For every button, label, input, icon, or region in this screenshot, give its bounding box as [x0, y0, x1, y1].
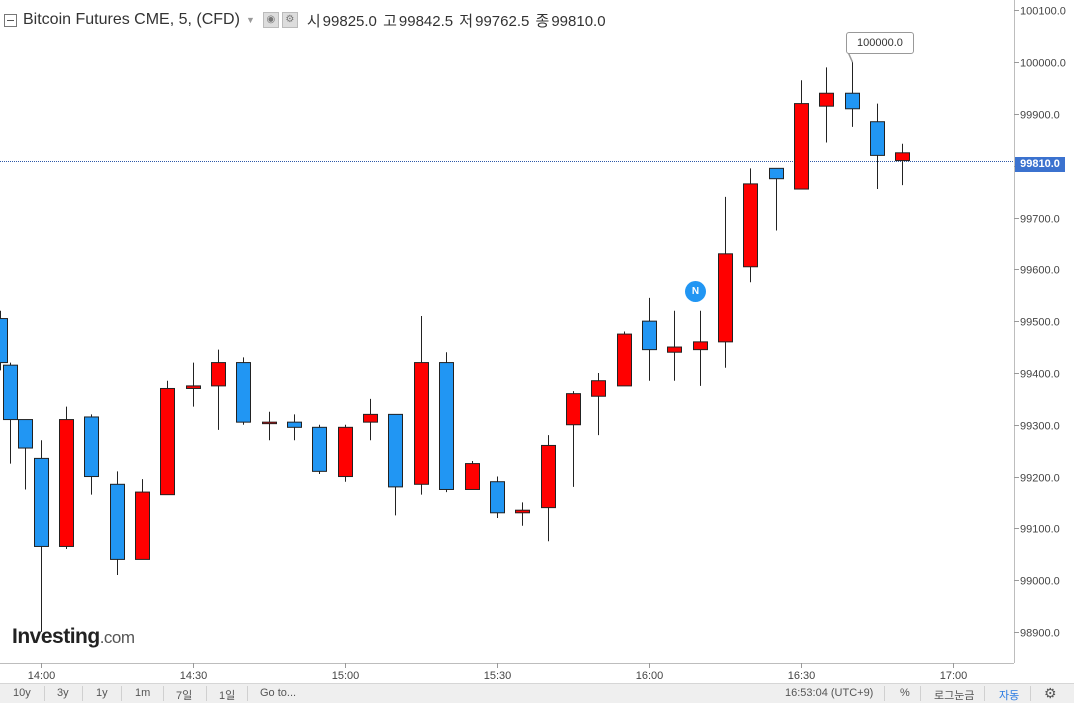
- y-tick-label: 99100.0: [1020, 524, 1060, 536]
- candle-body: [18, 419, 33, 449]
- range-1m-button[interactable]: 1m: [135, 687, 151, 699]
- candle-body: [794, 103, 809, 190]
- candle-body: [845, 92, 860, 110]
- candle-body: [743, 183, 758, 268]
- bottom-toolbar: 10y 3y 1y 1m 7일 1일 Go to... 16:53:04 (UT…: [0, 683, 1074, 703]
- auto-scale-toggle[interactable]: 자동: [999, 690, 1020, 702]
- range-3y-button[interactable]: 3y: [57, 687, 69, 699]
- candle-body: [642, 320, 657, 351]
- x-tick-label: 17:00: [940, 670, 968, 682]
- y-tick-label: 99500.0: [1020, 317, 1060, 329]
- candle-body: [515, 509, 530, 514]
- low-label: 저: [459, 12, 474, 30]
- candle-body: [566, 393, 581, 426]
- candle-body: [3, 364, 18, 421]
- y-tick-label: 99200.0: [1020, 473, 1060, 485]
- candle-body: [84, 416, 99, 478]
- range-1y-button[interactable]: 1y: [96, 687, 108, 699]
- close-label: 종: [535, 12, 550, 30]
- candle-body: [693, 341, 708, 351]
- candle-body: [439, 362, 454, 490]
- x-tick-label: 14:30: [180, 670, 208, 682]
- log-scale-toggle[interactable]: 로그눈금: [934, 690, 975, 702]
- x-tick-label: 14:00: [28, 670, 56, 682]
- y-tick-label: 100000.0: [1020, 58, 1066, 70]
- visibility-icon[interactable]: ◉: [262, 12, 279, 28]
- settings-icon[interactable]: ⚙: [281, 12, 298, 28]
- close-value: 99810.0: [551, 12, 606, 30]
- candle-body: [870, 121, 885, 156]
- investing-logo: Investing.com: [12, 625, 135, 648]
- candle-body: [287, 421, 302, 428]
- y-tick-label: 98900.0: [1020, 628, 1060, 640]
- candle-body: [34, 457, 49, 547]
- x-tick-label: 16:00: [636, 670, 664, 682]
- high-label: 고: [383, 12, 397, 30]
- high-value: 99842.5: [398, 12, 454, 30]
- candle-body: [541, 444, 556, 509]
- gear-icon[interactable]: ⚙: [1044, 685, 1057, 701]
- y-tick-label: 99300.0: [1020, 421, 1060, 433]
- y-tick-label: 99400.0: [1020, 369, 1060, 381]
- range-1d-button[interactable]: 1일: [219, 690, 236, 702]
- x-tick-label: 15:30: [484, 670, 512, 682]
- collapse-icon[interactable]: [4, 13, 17, 27]
- candle-body: [338, 426, 353, 478]
- y-tick-label: 99900.0: [1020, 110, 1060, 122]
- y-tick-label: 100100.0: [1020, 6, 1066, 18]
- candle-body: [388, 413, 403, 488]
- news-badge-icon[interactable]: N: [685, 281, 706, 302]
- x-tick-label: 16:30: [788, 670, 816, 682]
- candle-body: [211, 362, 226, 387]
- symbol-title[interactable]: Bitcoin Futures CME, 5, (CFD): [23, 11, 240, 28]
- goto-button[interactable]: Go to...: [260, 687, 297, 699]
- x-tick-label: 15:00: [332, 670, 360, 682]
- candle-body: [363, 413, 378, 423]
- candle-body: [895, 152, 910, 162]
- candle-body: [186, 385, 201, 389]
- candle-body: [110, 483, 125, 560]
- current-price-label: 99810.0: [1015, 157, 1065, 172]
- low-value: 99762.5: [475, 12, 530, 30]
- candle-body: [236, 362, 251, 423]
- y-tick-label: 99000.0: [1020, 576, 1060, 588]
- candle-body: [490, 481, 505, 514]
- candle-body: [312, 426, 327, 472]
- candle-body: [617, 333, 632, 387]
- range-10y-button[interactable]: 10y: [13, 687, 31, 699]
- y-tick-label: 99600.0: [1020, 265, 1060, 277]
- price-callout: 100000.0: [846, 32, 914, 54]
- open-value: 99825.0: [322, 12, 377, 30]
- candle-body: [160, 387, 175, 496]
- candle-body: [262, 421, 277, 425]
- candle-body: [718, 253, 733, 343]
- candle-body: [769, 167, 784, 180]
- chart-header: Bitcoin Futures CME, 5, (CFD) ▼ ◉ ⚙ 시 998…: [4, 9, 608, 31]
- percent-toggle[interactable]: %: [900, 687, 910, 699]
- candle-body: [819, 92, 834, 107]
- clock-label: 16:53:04 (UTC+9): [785, 687, 874, 699]
- y-tick-label: 99700.0: [1020, 214, 1060, 226]
- candle-body: [414, 362, 429, 485]
- ohlc-readout: 시 99825.0 고 99842.5 저 99762.5 종 99810.0: [307, 10, 608, 31]
- range-7d-button[interactable]: 7일: [176, 690, 193, 702]
- candle-body: [465, 463, 480, 490]
- candle-body: [59, 419, 74, 547]
- open-label: 시: [306, 12, 321, 30]
- candle-body: [135, 491, 150, 560]
- candle-body: [0, 318, 8, 364]
- chevron-down-icon[interactable]: ▼: [245, 15, 255, 25]
- candle-body: [667, 346, 682, 353]
- candle-body: [591, 380, 606, 397]
